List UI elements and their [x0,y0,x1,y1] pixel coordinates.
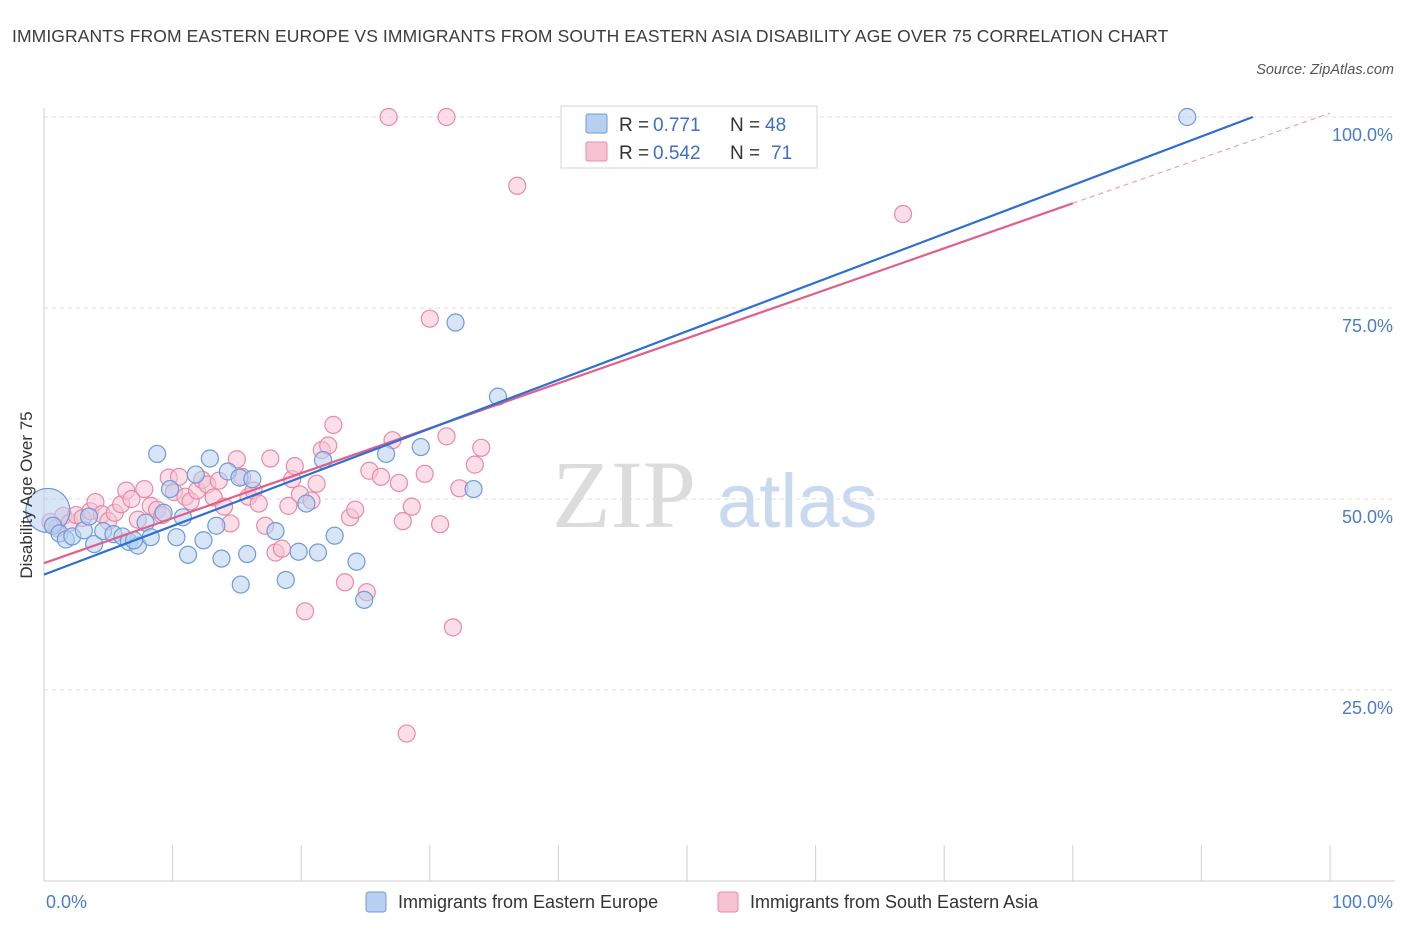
legend-n-value-1: 48 [765,115,786,136]
legend-item-eastern-europe: Immigrants from Eastern Europe [398,892,658,912]
south-eastern-asia-point [397,724,416,743]
south-eastern-asia-point [443,618,463,637]
eastern-europe-point [266,521,285,541]
south-eastern-asia-point [389,473,409,493]
south-eastern-asia-point [508,176,527,195]
south-eastern-asia-point [393,512,412,531]
eastern-europe-point [186,465,205,484]
eastern-europe-point [160,479,180,499]
gridlines [44,116,1395,691]
eastern-europe-point [148,444,167,464]
legend-item-south-eastern-asia-swatch [717,891,739,913]
trend-lines [43,112,1331,576]
eastern-europe-point [1178,107,1197,127]
legend-r-label-1: R = [619,115,649,136]
eastern-europe-point [167,528,186,547]
eastern-europe-point [297,494,316,513]
eastern-europe-point [464,479,483,499]
eastern-europe-point [238,544,257,564]
watermark-zip: ZIP [552,441,696,548]
eastern-europe-point [212,549,231,568]
eastern-europe-point [308,543,328,562]
south-eastern-asia-point [227,450,246,469]
south-eastern-asia-point [261,449,280,468]
legend-n-label-1: N = [730,115,760,136]
south-eastern-asia-point [420,309,439,328]
trend-line-eastern-europe [43,115,1254,576]
series-eastern-europe-points [25,107,1197,609]
eastern-europe-point [325,526,344,545]
watermark: ZIP atlas [552,441,878,548]
eastern-europe-point [79,507,99,526]
south-eastern-asia-point [402,497,421,516]
south-eastern-asia-point [279,496,298,515]
y-tick-label: 25.0% [1342,698,1393,718]
eastern-europe-point [85,534,104,554]
series-legend: Immigrants from Eastern Europe Immigrant… [365,891,1039,913]
series-south-eastern-asia-points [41,107,913,743]
south-eastern-asia-point [379,107,398,127]
eastern-europe-point [355,590,374,609]
eastern-europe-point [200,449,219,468]
stats-legend: R = 0.771 N = 48 R = 0.542 N = 71 [560,105,818,169]
legend-r-value-2: 0.542 [653,143,701,164]
south-eastern-asia-point [893,204,913,224]
eastern-europe-point [347,552,366,571]
legend-n-value-2: 71 [771,143,792,164]
x-tick-labels: 0.0% 100.0% [46,892,1393,912]
south-eastern-asia-point [472,438,491,457]
source-label: Source: ZipAtlas.com [1256,62,1394,78]
south-eastern-asia-point [249,494,268,513]
eastern-europe-point [411,437,430,457]
south-eastern-asia-point [285,457,304,476]
legend-item-south-eastern-asia: Immigrants from South Eastern Asia [750,892,1039,912]
south-eastern-asia-point [430,515,450,534]
eastern-europe-point [194,531,213,550]
chart-title: IMMIGRANTS FROM EASTERN EUROPE VS IMMIGR… [12,26,1169,46]
south-eastern-asia-point [307,474,326,493]
legend-swatch-blue [585,113,608,134]
watermark-atlas: atlas [717,459,878,544]
eastern-europe-point [178,545,198,564]
legend-swatch-pink [585,141,608,162]
eastern-europe-point [243,470,262,489]
south-eastern-asia-point [272,539,292,558]
south-eastern-asia-point [335,573,355,592]
trend-line-south-eastern-asia [43,202,1074,565]
south-eastern-asia-point [371,467,391,486]
y-tick-label: 75.0% [1342,316,1393,336]
y-tick-label: 50.0% [1342,507,1393,527]
eastern-europe-point [276,570,295,590]
south-eastern-asia-point [346,500,365,519]
south-eastern-asia-point [465,455,484,474]
south-eastern-asia-point [437,107,456,127]
legend-r-value-1: 0.771 [653,115,701,136]
eastern-europe-point [231,575,250,594]
eastern-europe-point [289,542,308,561]
y-axis-label: Disability Age Over 75 [17,411,36,578]
south-eastern-asia-point [295,602,315,621]
south-eastern-asia-point [437,427,456,446]
x-tick-label-min: 0.0% [46,892,87,912]
south-eastern-asia-point [135,479,154,499]
legend-n-label-2: N = [730,143,760,164]
trend-line-south-eastern-asia-extension [1072,112,1331,204]
legend-r-label-2: R = [619,143,649,164]
y-tick-labels: 25.0% 50.0% 75.0% 100.0% [1332,125,1393,718]
south-eastern-asia-point [122,489,141,509]
x-tick-label-max: 100.0% [1332,892,1393,912]
south-eastern-asia-point [415,464,434,483]
legend-item-eastern-europe-swatch [365,891,387,913]
south-eastern-asia-point [324,415,343,434]
y-tick-label: 100.0% [1332,125,1393,145]
eastern-europe-point [207,516,226,535]
eastern-europe-point [446,313,465,332]
